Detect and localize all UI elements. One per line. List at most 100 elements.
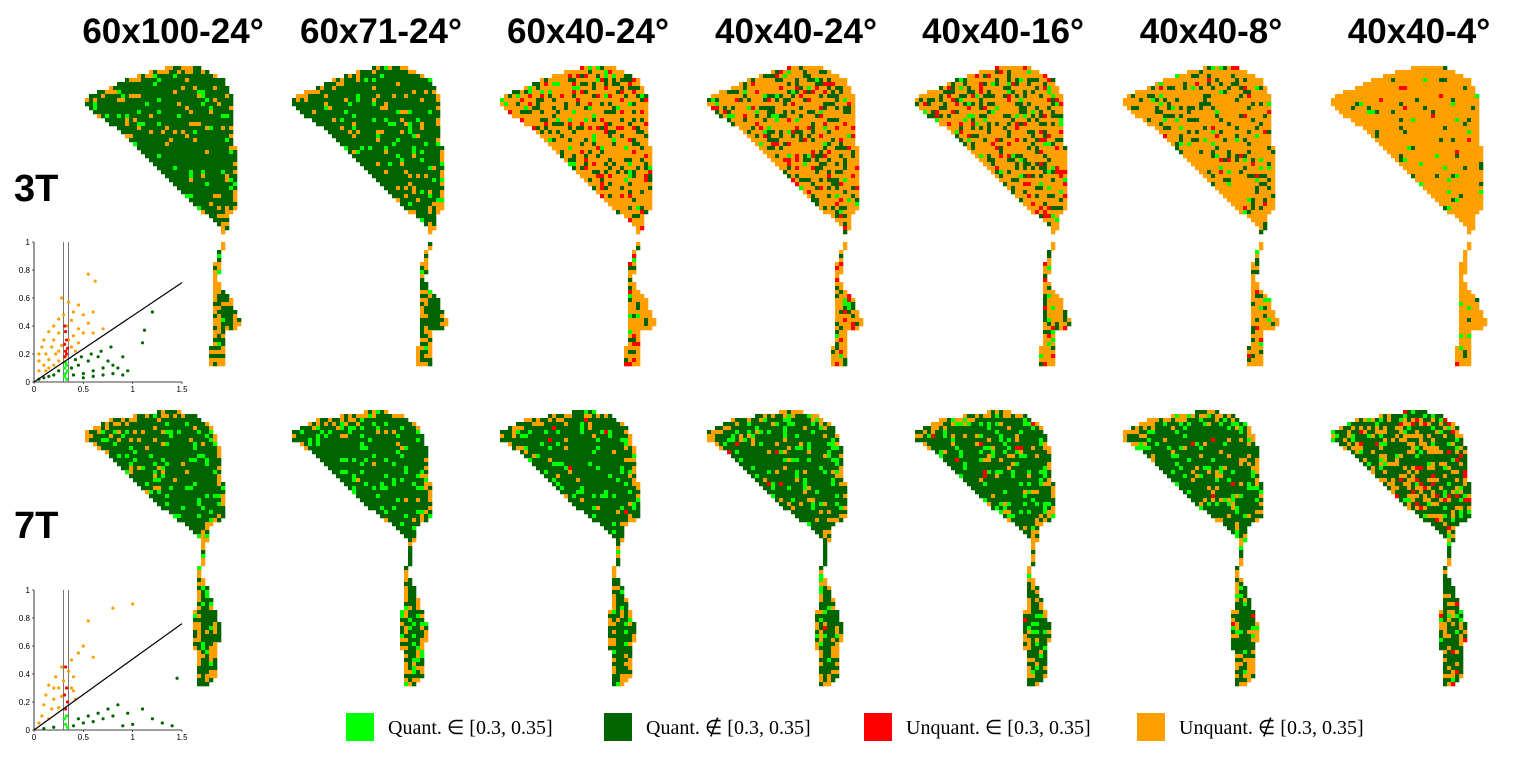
scatter-point-quant-out xyxy=(111,363,115,367)
scatter-point-quant-out xyxy=(150,717,154,721)
scatter-point-unquant-out xyxy=(62,679,66,683)
map-7t-col-4 xyxy=(707,410,848,687)
scatter-point-unquant-out xyxy=(37,369,41,373)
legend-item-quant-in: Quant. ∈ [0.3, 0.35] xyxy=(346,712,553,742)
scatter-point-unquant-out xyxy=(60,296,64,300)
scatter-point-unquant-out xyxy=(57,317,61,321)
scatter-point-quant-out xyxy=(69,366,74,370)
scatter-point-quant-out xyxy=(96,355,100,359)
scatter-point-quant-out xyxy=(86,714,90,718)
scatter-point-quant-out xyxy=(42,727,46,731)
map-3t-col-3 xyxy=(500,66,657,367)
y-tick-label: 0.6 xyxy=(19,294,31,303)
y-tick-label: 0.2 xyxy=(19,698,31,707)
scatter-point-unquant-out xyxy=(91,655,95,659)
scatter-point-quant-out xyxy=(99,349,103,353)
scatter-point-unquant-out xyxy=(69,318,74,322)
row-label-7t: 7T xyxy=(14,505,59,547)
legend-label-quant-in: Quant. ∈ [0.3, 0.35] xyxy=(388,716,553,739)
scatter-point-unquant-out xyxy=(57,349,61,353)
x-tick-label: 1 xyxy=(130,385,135,394)
scatter-point-unquant-out xyxy=(76,341,80,345)
map-7t-col-5 xyxy=(915,410,1056,687)
scatter-point-quant-out xyxy=(76,717,80,721)
scatter-point-quant-out xyxy=(101,373,105,377)
scatter-point-quant-out xyxy=(140,341,145,345)
scatter-point-quant-in xyxy=(64,714,69,718)
scatter-point-unquant-out xyxy=(54,675,58,679)
scatter-point-quant-out xyxy=(52,725,56,729)
scatter-point-unquant-out xyxy=(57,686,61,690)
scatter-point-quant-in xyxy=(65,725,70,729)
scatter-point-quant-out xyxy=(170,724,174,728)
scatter-point-unquant-out xyxy=(57,706,61,710)
y-tick-label: 0.8 xyxy=(19,266,31,275)
scatter-point-unquant-out xyxy=(76,303,80,307)
column-title-1: 60x100-24° xyxy=(82,12,264,51)
scatter-point-quant-out xyxy=(81,721,85,725)
scatter-point-unquant-out xyxy=(69,658,74,662)
scatter-point-quant-out xyxy=(52,373,56,377)
map-3t-col-4 xyxy=(707,66,864,367)
scatter-point-quant-out xyxy=(121,373,125,377)
scatter-point-unquant-in xyxy=(64,338,69,342)
scatter-point-quant-out xyxy=(175,676,179,680)
scatter-plot-7t: 0 0.5 1 1.5 0 0.2 0.4 0.6 0.8 1 xyxy=(19,586,188,742)
x-tick-label: 0.5 xyxy=(78,385,90,394)
scatter-point-unquant-in xyxy=(62,693,67,697)
scatter-point-quant-out xyxy=(86,359,90,363)
map-3t-col-6 xyxy=(1123,66,1280,367)
scatter-point-unquant-out xyxy=(52,686,56,690)
scatter-point-quant-out xyxy=(111,372,115,376)
map-7t-col-3 xyxy=(500,410,641,687)
regression-line xyxy=(33,282,183,383)
scatter-point-unquant-in xyxy=(63,665,68,669)
scatter-point-quant-in xyxy=(64,377,69,381)
scatter-point-quant-out xyxy=(121,355,125,359)
scatter-point-quant-in xyxy=(65,369,70,373)
x-tick-label: 0 xyxy=(32,733,37,742)
scatter-point-unquant-out xyxy=(71,689,76,693)
scatter-point-unquant-out xyxy=(101,327,105,331)
map-3t-col-7 xyxy=(1331,66,1488,367)
column-title-2: 60x71-24° xyxy=(300,12,462,51)
scatter-point-unquant-out xyxy=(42,703,46,707)
scatter-point-unquant-out xyxy=(86,619,90,623)
y-tick-label: 0.4 xyxy=(19,670,31,679)
scatter-point-unquant-out xyxy=(81,313,85,317)
scatter-point-unquant-in xyxy=(65,346,70,350)
scatter-point-quant-out xyxy=(116,366,120,370)
scatter-point-quant-out xyxy=(91,720,95,724)
map-7t-col-7 xyxy=(1331,410,1472,687)
y-tick-label: 0.2 xyxy=(19,350,31,359)
x-tick-label: 1 xyxy=(130,733,135,742)
map-7t-col-6 xyxy=(1123,410,1264,687)
scatter-point-unquant-out xyxy=(57,359,61,363)
scatter-point-unquant-in xyxy=(63,330,68,334)
scatter-point-unquant-out xyxy=(50,707,54,711)
scatter-point-unquant-out xyxy=(40,714,44,718)
scatter-point-quant-in xyxy=(62,717,67,721)
scatter-point-unquant-out xyxy=(54,352,58,356)
scatter-point-quant-in xyxy=(64,363,69,367)
scatter-point-quant-out xyxy=(131,722,135,726)
map-3t-col-1 xyxy=(85,66,242,367)
x-tick-label: 0 xyxy=(32,385,37,394)
scatter-point-unquant-out xyxy=(47,358,51,362)
legend-swatch-quant-in xyxy=(346,713,374,741)
scatter-point-quant-out xyxy=(81,376,85,380)
map-7t-col-2 xyxy=(292,410,433,687)
scatter-point-unquant-out xyxy=(60,344,64,348)
y-tick-label: 0.8 xyxy=(19,614,31,623)
scatter-point-quant-out xyxy=(101,366,105,370)
map-3t-col-2 xyxy=(292,66,449,367)
x-tick-label: 1.5 xyxy=(176,385,188,394)
scatter-point-unquant-out xyxy=(47,366,51,370)
scatter-point-quant-out xyxy=(121,724,125,728)
scatter-point-quant-in xyxy=(62,366,67,370)
legend-label-unquant-out: Unquant. ∉ [0.3, 0.35] xyxy=(1179,716,1364,739)
scatter-point-quant-out xyxy=(76,363,80,367)
scatter-point-unquant-out xyxy=(37,352,41,356)
scatter-plot-3t: 0 0.5 1 1.5 0 0.2 0.4 0.6 0.8 1 xyxy=(19,238,188,394)
scatter-point-unquant-out xyxy=(37,359,41,363)
